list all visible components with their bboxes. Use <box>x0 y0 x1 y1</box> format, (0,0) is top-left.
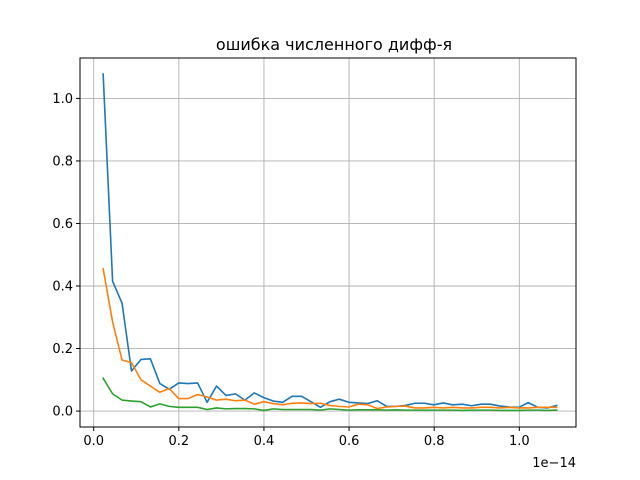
y-tick-label: 0.0 <box>52 405 73 420</box>
x-tick-label: 0.6 <box>339 434 360 449</box>
series-layer <box>102 73 558 412</box>
x-axis: 0.0 0.2 0.4 0.6 0.8 1.0 <box>83 427 530 449</box>
y-tick-label: 0.6 <box>52 217 73 232</box>
series-line-1 <box>102 73 558 409</box>
grid <box>80 58 576 427</box>
series-line-3 <box>102 377 558 412</box>
x-tick-label: 0.8 <box>424 434 445 449</box>
x-tick-label: 1.0 <box>509 434 530 449</box>
x-offset-label: 1e−14 <box>532 456 576 471</box>
y-tick-label: 0.8 <box>52 154 73 169</box>
y-tick-label: 0.2 <box>52 342 73 357</box>
y-tick-label: 1.0 <box>52 92 73 107</box>
y-axis: 0.0 0.2 0.4 0.6 0.8 1.0 <box>52 92 80 420</box>
y-tick-label: 0.4 <box>52 280 73 295</box>
x-tick-label: 0.0 <box>83 434 104 449</box>
plot-frame <box>79 57 577 428</box>
x-tick-label: 0.4 <box>254 434 275 449</box>
chart-title: ошибка численного дифф-я <box>216 35 452 54</box>
series-line-2 <box>102 267 558 410</box>
x-tick-label: 0.2 <box>168 434 189 449</box>
